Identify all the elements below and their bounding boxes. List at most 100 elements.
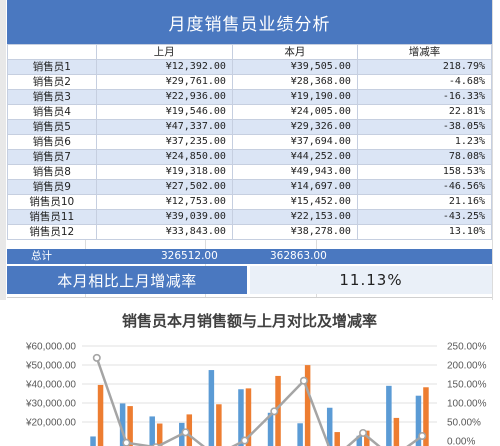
name-cell[interactable]: 销售员5: [8, 120, 97, 135]
last-cell[interactable]: ¥24,850.00: [96, 150, 232, 165]
y2-tick-label: 200.00%: [447, 361, 487, 372]
this-cell[interactable]: ¥37,694.00: [232, 135, 357, 150]
last-cell[interactable]: ¥37,235.00: [96, 135, 232, 150]
total-row[interactable]: 总计 326512.00 362863.00: [7, 249, 492, 264]
rate-cell[interactable]: -43.25%: [357, 210, 491, 225]
rate-point: [94, 355, 100, 361]
bar-last-month: [209, 370, 215, 446]
name-cell[interactable]: 销售员7: [8, 150, 97, 165]
name-cell[interactable]: 销售员1: [8, 60, 97, 75]
total-this: 362863.00: [270, 249, 327, 264]
this-cell[interactable]: ¥29,326.00: [232, 120, 357, 135]
table-row[interactable]: 销售员5¥47,337.00¥29,326.00-38.05%: [8, 120, 492, 135]
rate-point: [182, 429, 188, 435]
bar-this-month: [216, 404, 222, 446]
compare-label[interactable]: 本月相比上月增减率: [7, 266, 247, 294]
rate-cell[interactable]: 158.53%: [357, 165, 491, 180]
this-cell[interactable]: ¥15,452.00: [232, 195, 357, 210]
this-cell[interactable]: ¥38,278.00: [232, 225, 357, 240]
this-cell[interactable]: ¥28,368.00: [232, 75, 357, 90]
last-cell[interactable]: ¥29,761.00: [96, 75, 232, 90]
name-cell[interactable]: 销售员10: [8, 195, 97, 210]
last-cell[interactable]: ¥22,936.00: [96, 90, 232, 105]
rate-point: [419, 433, 425, 439]
rate-cell[interactable]: -16.33%: [357, 90, 491, 105]
table-row[interactable]: 销售员11¥39,039.00¥22,153.00-43.25%: [8, 210, 492, 225]
rate-cell[interactable]: -38.05%: [357, 120, 491, 135]
table-row[interactable]: 销售员2¥29,761.00¥28,368.00-4.68%: [8, 75, 492, 90]
last-cell[interactable]: ¥39,039.00: [96, 210, 232, 225]
name-cell[interactable]: 销售员3: [8, 90, 97, 105]
rate-cell[interactable]: 13.10%: [357, 225, 491, 240]
total-label: 总计: [31, 249, 52, 264]
table-row[interactable]: 销售员3¥22,936.00¥19,190.00-16.33%: [8, 90, 492, 105]
header-cell[interactable]: 增减率: [357, 45, 491, 60]
bar-last-month: [297, 423, 303, 446]
this-cell[interactable]: ¥49,943.00: [232, 165, 357, 180]
bar-this-month: [394, 418, 400, 446]
name-cell[interactable]: 销售员4: [8, 105, 97, 120]
y-tick-label: ¥50,000.00: [25, 361, 76, 372]
table-header-row: 上月 本月 增减率: [8, 45, 492, 60]
header-cell[interactable]: 上月: [96, 45, 232, 60]
rate-cell[interactable]: 21.16%: [357, 195, 491, 210]
rate-cell[interactable]: 218.79%: [357, 60, 491, 75]
y-tick-label: ¥60,000.00: [25, 342, 76, 353]
name-cell[interactable]: 销售员6: [8, 135, 97, 150]
rate-cell[interactable]: -4.68%: [357, 75, 491, 90]
rate-line: [97, 358, 422, 446]
rate-point: [242, 437, 248, 443]
this-cell[interactable]: ¥14,697.00: [232, 180, 357, 195]
bar-this-month: [98, 385, 104, 446]
name-cell[interactable]: 销售员12: [8, 225, 97, 240]
this-cell[interactable]: ¥44,252.00: [232, 150, 357, 165]
rate-cell[interactable]: 78.08%: [357, 150, 491, 165]
last-cell[interactable]: ¥19,318.00: [96, 165, 232, 180]
last-cell[interactable]: ¥47,337.00: [96, 120, 232, 135]
name-cell[interactable]: 销售员8: [8, 165, 97, 180]
rate-point: [123, 440, 129, 446]
header-cell[interactable]: 本月: [232, 45, 357, 60]
bar-this-month: [334, 432, 340, 446]
table-row[interactable]: 销售员9¥27,502.00¥14,697.00-46.56%: [8, 180, 492, 195]
rate-cell[interactable]: -46.56%: [357, 180, 491, 195]
last-cell[interactable]: ¥33,843.00: [96, 225, 232, 240]
y-tick-label: ¥40,000.00: [25, 380, 76, 391]
y2-tick-label: 150.00%: [447, 380, 487, 391]
grid-line: [492, 0, 493, 300]
last-cell[interactable]: ¥19,546.00: [96, 105, 232, 120]
rate-point: [301, 378, 307, 384]
y-tick-label: ¥20,000.00: [25, 418, 76, 429]
y2-tick-label: 100.00%: [447, 399, 487, 410]
rate-cell[interactable]: 22.81%: [357, 105, 491, 120]
chart-area[interactable]: 销售员本月销售额与上月对比及增减率 ¥60,000.00¥50,000.00¥4…: [7, 297, 492, 446]
combo-chart: ¥60,000.00¥50,000.00¥40,000.00¥30,000.00…: [7, 298, 492, 446]
last-cell[interactable]: ¥27,502.00: [96, 180, 232, 195]
rate-point: [271, 408, 277, 414]
rate-point: [360, 430, 366, 436]
this-cell[interactable]: ¥22,153.00: [232, 210, 357, 225]
compare-value[interactable]: 11.13%: [250, 266, 492, 294]
row-number-strip: [0, 0, 6, 300]
this-cell[interactable]: ¥19,190.00: [232, 90, 357, 105]
rate-cell[interactable]: 1.23%: [357, 135, 491, 150]
last-cell[interactable]: ¥12,392.00: [96, 60, 232, 75]
name-cell[interactable]: 销售员9: [8, 180, 97, 195]
this-cell[interactable]: ¥24,005.00: [232, 105, 357, 120]
y2-tick-label: 50.00%: [447, 418, 481, 429]
last-cell[interactable]: ¥12,753.00: [96, 195, 232, 210]
this-cell[interactable]: ¥39,505.00: [232, 60, 357, 75]
sheet-title[interactable]: 月度销售员业绩分析: [7, 0, 492, 44]
name-cell[interactable]: 销售员11: [8, 210, 97, 225]
name-cell[interactable]: 销售员2: [8, 75, 97, 90]
header-cell[interactable]: [8, 45, 97, 60]
